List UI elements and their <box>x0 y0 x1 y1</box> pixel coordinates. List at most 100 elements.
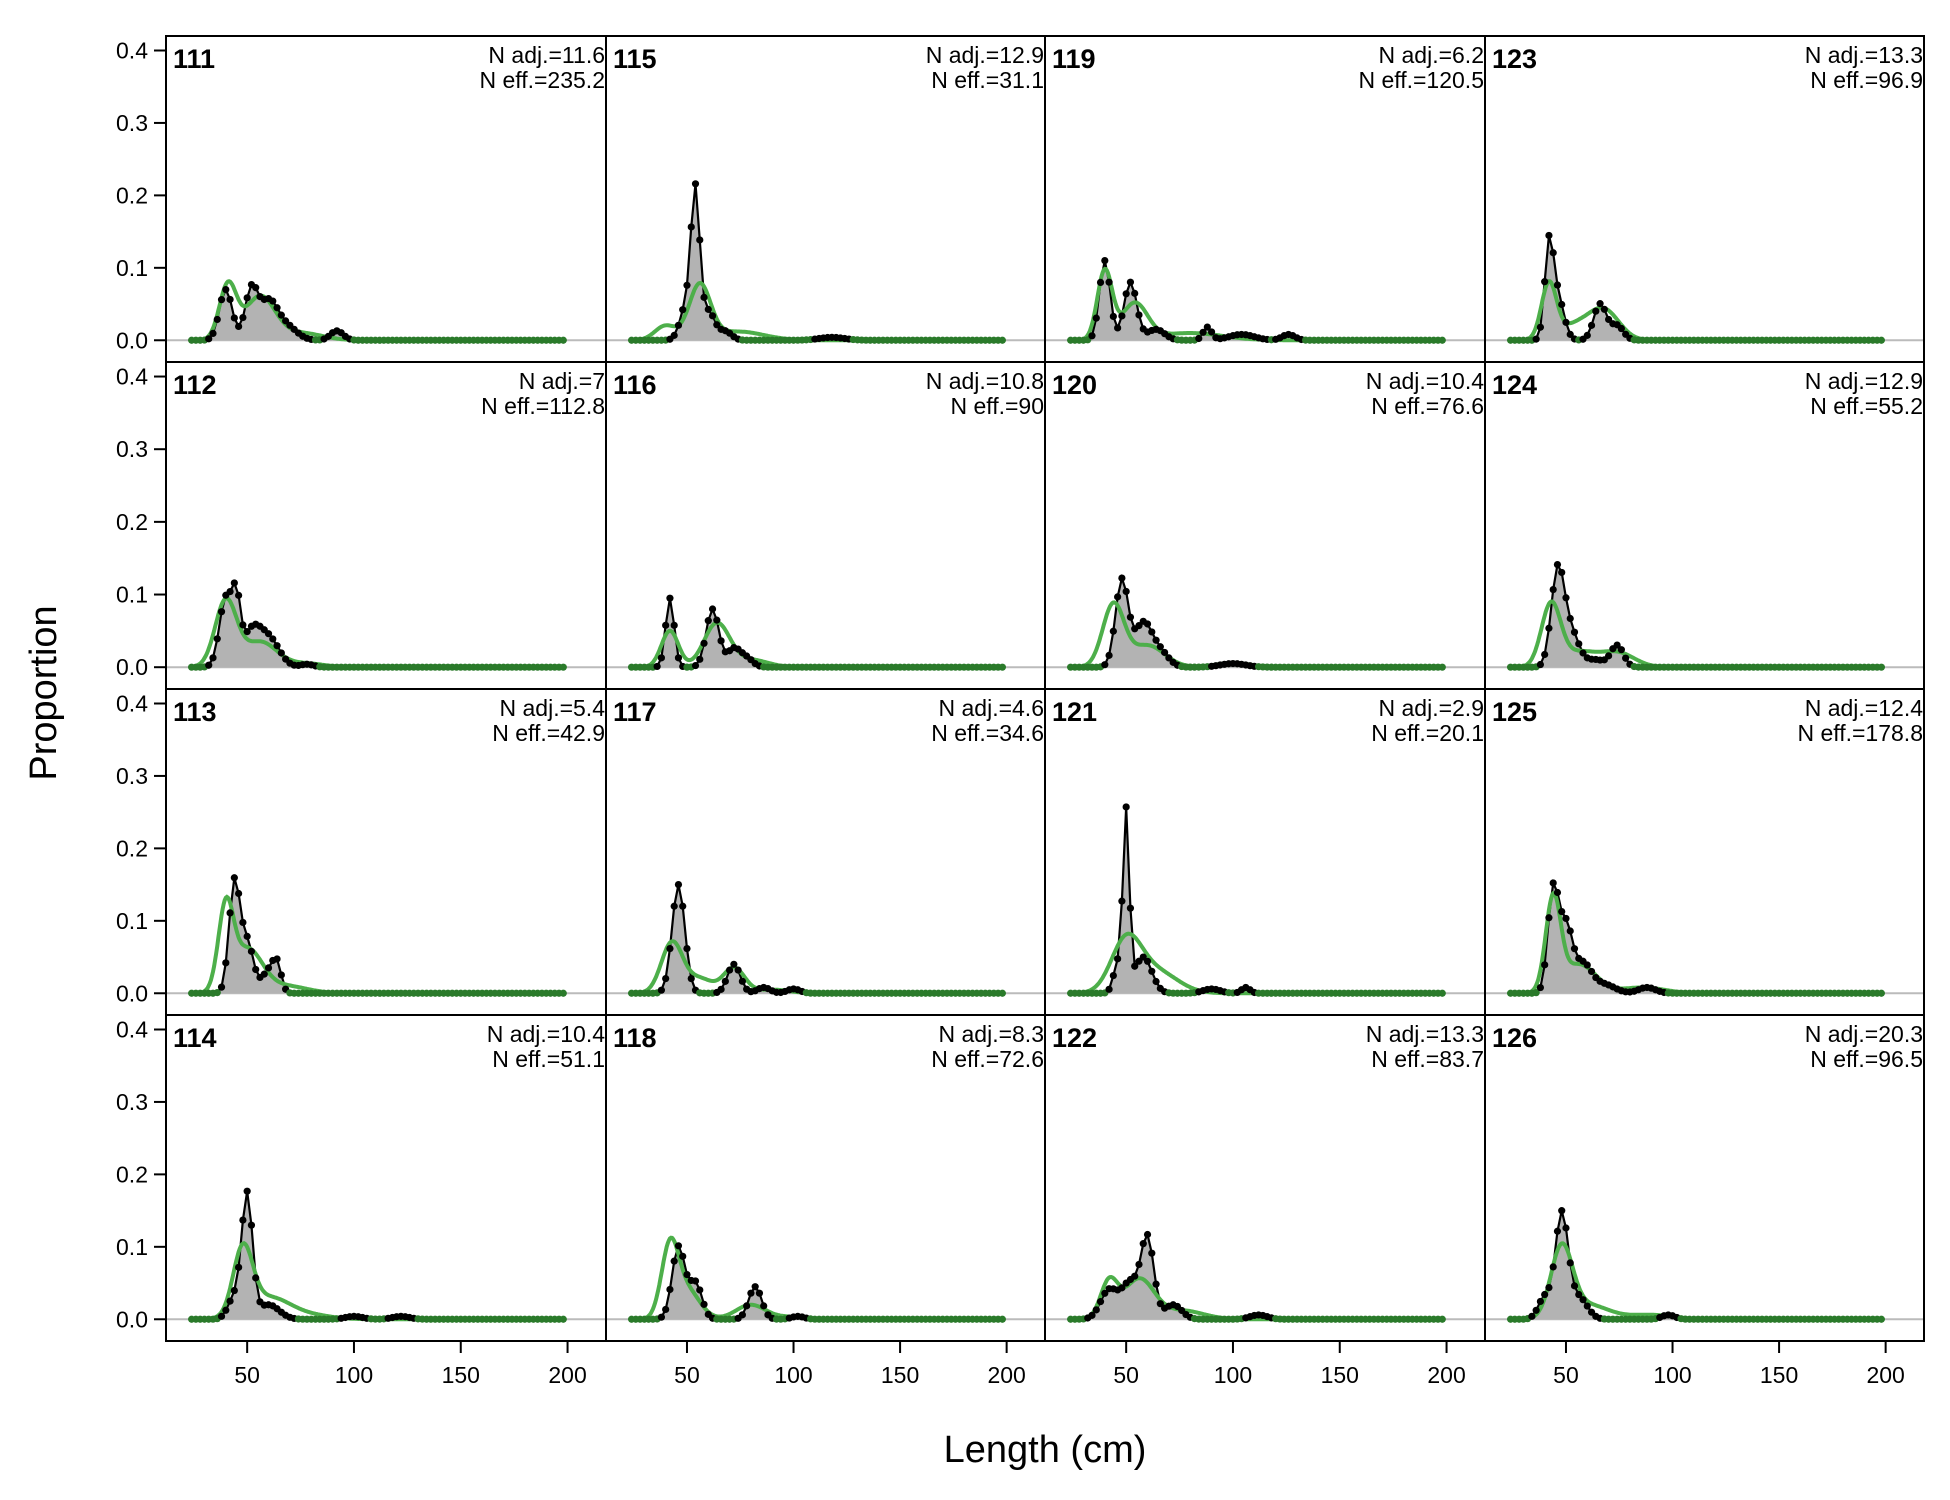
observed-point <box>226 909 234 917</box>
observed-point <box>239 1216 247 1224</box>
observed-point <box>683 944 691 953</box>
observed-point <box>230 579 238 587</box>
observed-point <box>235 889 243 898</box>
observed-point <box>666 944 674 953</box>
observed-point <box>1143 957 1152 965</box>
observed-point <box>1152 1280 1160 1288</box>
observed-point <box>1575 640 1583 648</box>
n-eff-label: N eff.=20.1 <box>1371 720 1484 746</box>
observed-point <box>1131 962 1139 970</box>
observed-point <box>1105 278 1113 286</box>
observed-point <box>1579 649 1587 657</box>
observed-point <box>213 315 221 324</box>
observed-point <box>704 305 712 313</box>
n-adj-label: N adj.=4.6 <box>939 695 1045 721</box>
observed-point <box>226 295 234 304</box>
observed-point <box>1199 328 1207 336</box>
observed-point <box>1583 331 1591 339</box>
observed-point <box>1536 660 1545 669</box>
observed-point <box>1536 323 1545 331</box>
observed-point <box>1109 627 1117 635</box>
observed-point <box>1553 888 1562 897</box>
panel-id-label: 113 <box>173 697 217 727</box>
y-axis: 0.0 0.1 0.2 0.3 0.4 0.0 0.1 0.2 0.3 0.4 0.0 0.1 0.2 0… <box>116 37 166 1332</box>
observed-point <box>670 621 678 629</box>
x-tick-label: 50 <box>1553 1362 1579 1388</box>
panel-id-label: 124 <box>1492 370 1537 400</box>
panel-118: 118 N adj.=8.3N eff.=72.6 <box>605 1014 1046 1342</box>
n-eff-label: N eff.=42.9 <box>492 720 605 746</box>
y-tick-label: 0.0 <box>116 980 148 1006</box>
y-tick-label: 0.4 <box>116 364 148 390</box>
observed-point <box>1541 1290 1549 1299</box>
panel-120: 120 N adj.=10.4N eff.=76.6 <box>1044 361 1486 690</box>
observed-point <box>696 1286 704 1294</box>
observed-point <box>1877 989 1885 997</box>
observed-point <box>1570 628 1579 636</box>
observed-point <box>1148 967 1156 975</box>
observed-point <box>217 608 226 616</box>
observed-point <box>1549 249 1557 257</box>
n-adj-label: N adj.=10.4 <box>487 1021 605 1047</box>
observed-point <box>1109 312 1117 321</box>
observed-point <box>239 918 247 927</box>
n-eff-label: N eff.=120.5 <box>1358 67 1484 93</box>
observed-point <box>679 306 687 314</box>
observed-point <box>559 663 567 671</box>
observed-point <box>657 1313 666 1321</box>
observed-point <box>751 1283 759 1291</box>
observed-point <box>713 321 721 329</box>
observed-area <box>631 1245 1003 1320</box>
y-tick-label: 0.3 <box>116 110 148 136</box>
observed-point <box>213 989 221 997</box>
y-tick-label: 0.1 <box>116 1234 148 1260</box>
x-tick-label: 100 <box>335 1362 373 1388</box>
y-tick-label: 0.2 <box>116 835 148 861</box>
observed-point <box>1536 983 1545 992</box>
observed-point <box>1877 663 1885 671</box>
observed-point <box>1575 1290 1583 1299</box>
panel-id-label: 116 <box>613 370 657 400</box>
observed-area <box>1070 1234 1443 1320</box>
observed-point <box>269 635 277 643</box>
observed-point <box>1592 307 1600 315</box>
observed-point <box>666 594 674 602</box>
observed-point <box>260 970 268 978</box>
observed-point <box>662 974 670 983</box>
observed-point <box>1600 305 1608 313</box>
observed-point <box>243 294 251 302</box>
panel-121: 121 N adj.=2.9N eff.=20.1 <box>1044 688 1486 1016</box>
y-axis-title: Proportion <box>23 605 65 780</box>
observed-point <box>1131 289 1139 297</box>
panel-id-label: 121 <box>1052 697 1097 727</box>
observed-point <box>1438 663 1446 671</box>
observed-point <box>1438 989 1446 997</box>
n-eff-label: N eff.=76.6 <box>1371 393 1484 419</box>
observed-point <box>213 635 221 643</box>
observed-point <box>252 1274 260 1282</box>
observed-point <box>747 1289 755 1297</box>
n-eff-label: N eff.=90 <box>950 393 1044 419</box>
observed-point <box>1541 278 1549 286</box>
observed-point <box>1131 1272 1139 1280</box>
observed-point <box>717 637 725 645</box>
observed-point <box>1532 335 1540 343</box>
observed-point <box>1118 897 1126 905</box>
panel-id-label: 119 <box>1052 44 1096 74</box>
y-tick-label: 0.4 <box>116 690 148 716</box>
observed-area <box>631 884 1003 994</box>
observed-point <box>700 639 708 647</box>
observed-point <box>1105 651 1113 659</box>
observed-point <box>1596 300 1604 308</box>
observed-point <box>1096 1298 1105 1306</box>
observed-point <box>1118 574 1126 582</box>
y-tick-label: 0.1 <box>116 255 148 281</box>
y-tick-label: 0.2 <box>116 509 148 535</box>
observed-point <box>247 1221 256 1229</box>
observed-point <box>277 971 285 979</box>
observed-point <box>998 336 1006 344</box>
observed-point <box>1126 904 1135 912</box>
observed-point <box>1613 641 1621 649</box>
observed-point <box>1135 311 1143 319</box>
observed-point <box>1558 568 1566 577</box>
